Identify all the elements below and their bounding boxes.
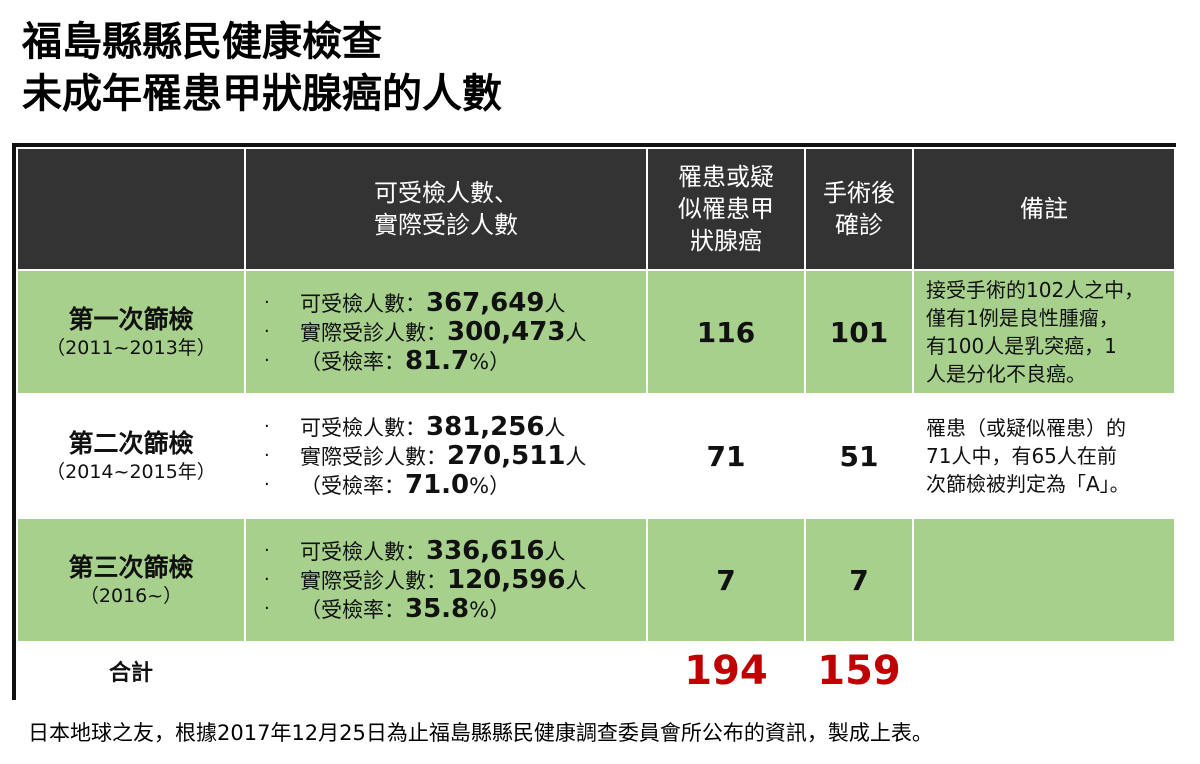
- table-row: 第一次篩檢 （2011~2013年） 可受檢人數：367,649人 實際受診人數…: [16, 269, 1176, 395]
- note-cell: 罹患（或疑似罹患）的 71人中，有65人在前 次篩檢被判定為「A」。: [912, 393, 1176, 519]
- round-cell: 第三次篩檢 （2016~）: [16, 517, 246, 643]
- population-cell: 可受檢人數：367,649人 實際受診人數：300,473人 （受檢率：81.7…: [244, 269, 648, 395]
- eligible-count: 可受檢人數：381,256人: [264, 413, 646, 442]
- total-empty-cell: [244, 641, 648, 700]
- round-name: 第三次篩檢: [68, 553, 194, 582]
- total-confirmed: 159: [804, 641, 914, 700]
- header-population: 可受檢人數、 實際受診人數: [244, 147, 648, 271]
- eligible-count: 可受檢人數：367,649人: [264, 289, 646, 318]
- header-notes: 備註: [912, 147, 1176, 271]
- round-name: 第一次篩檢: [68, 305, 194, 334]
- round-name: 第二次篩檢: [68, 429, 194, 458]
- total-label: 合計: [16, 641, 246, 700]
- table-row: 第三次篩檢 （2016~） 可受檢人數：336,616人 實際受診人數：120,…: [16, 517, 1176, 643]
- examined-count: 實際受診人數：120,596人: [264, 566, 646, 595]
- exam-rate: （受檢率：71.0%）: [264, 471, 646, 500]
- suspected-count: 71: [646, 393, 806, 519]
- header-empty: [16, 147, 246, 271]
- note-cell: [912, 517, 1176, 643]
- source-footnote: 日本地球之友，根據2017年12月25日為止福島縣縣民健康調查委員會所公布的資訊…: [28, 721, 933, 745]
- round-period: （2016~）: [79, 585, 183, 607]
- total-row: 合計 194 159: [16, 641, 1176, 700]
- note-cell: 接受手術的102人之中， 僅有1例是良性腫瘤， 有100人是乳突癌，1 人是分化…: [912, 269, 1176, 395]
- examined-count: 實際受診人數：270,511人: [264, 442, 646, 471]
- suspected-count: 7: [646, 517, 806, 643]
- header-confirmed: 手術後 確診: [804, 147, 914, 271]
- eligible-count: 可受檢人數：336,616人: [264, 537, 646, 566]
- page-title: 福島縣縣民健康檢查 未成年罹患甲狀腺癌的人數: [22, 16, 502, 120]
- confirmed-count: 51: [804, 393, 914, 519]
- round-cell: 第二次篩檢 （2014~2015年）: [16, 393, 246, 519]
- suspected-count: 116: [646, 269, 806, 395]
- population-cell: 可受檢人數：381,256人 實際受診人數：270,511人 （受檢率：71.0…: [244, 393, 648, 519]
- table-header-row: 可受檢人數、 實際受診人數 罹患或疑 似罹患甲 狀腺癌 手術後 確診 備註: [16, 147, 1176, 271]
- exam-rate: （受檢率：35.8%）: [264, 595, 646, 624]
- header-suspected: 罹患或疑 似罹患甲 狀腺癌: [646, 147, 806, 271]
- title-line-1: 福島縣縣民健康檢查: [22, 19, 382, 65]
- exam-rate: （受檢率：81.7%）: [264, 347, 646, 376]
- title-line-2: 未成年罹患甲狀腺癌的人數: [22, 71, 502, 117]
- round-period: （2011~2013年）: [46, 337, 216, 359]
- confirmed-count: 7: [804, 517, 914, 643]
- population-cell: 可受檢人數：336,616人 實際受診人數：120,596人 （受檢率：35.8…: [244, 517, 648, 643]
- total-suspected: 194: [646, 641, 806, 700]
- screening-table: 可受檢人數、 實際受診人數 罹患或疑 似罹患甲 狀腺癌 手術後 確診 備註: [12, 143, 1176, 700]
- examined-count: 實際受診人數：300,473人: [264, 318, 646, 347]
- confirmed-count: 101: [804, 269, 914, 395]
- round-cell: 第一次篩檢 （2011~2013年）: [16, 269, 246, 395]
- round-period: （2014~2015年）: [46, 461, 216, 483]
- table-row: 第二次篩檢 （2014~2015年） 可受檢人數：381,256人 實際受診人數…: [16, 393, 1176, 519]
- total-note-cell: [912, 641, 1176, 700]
